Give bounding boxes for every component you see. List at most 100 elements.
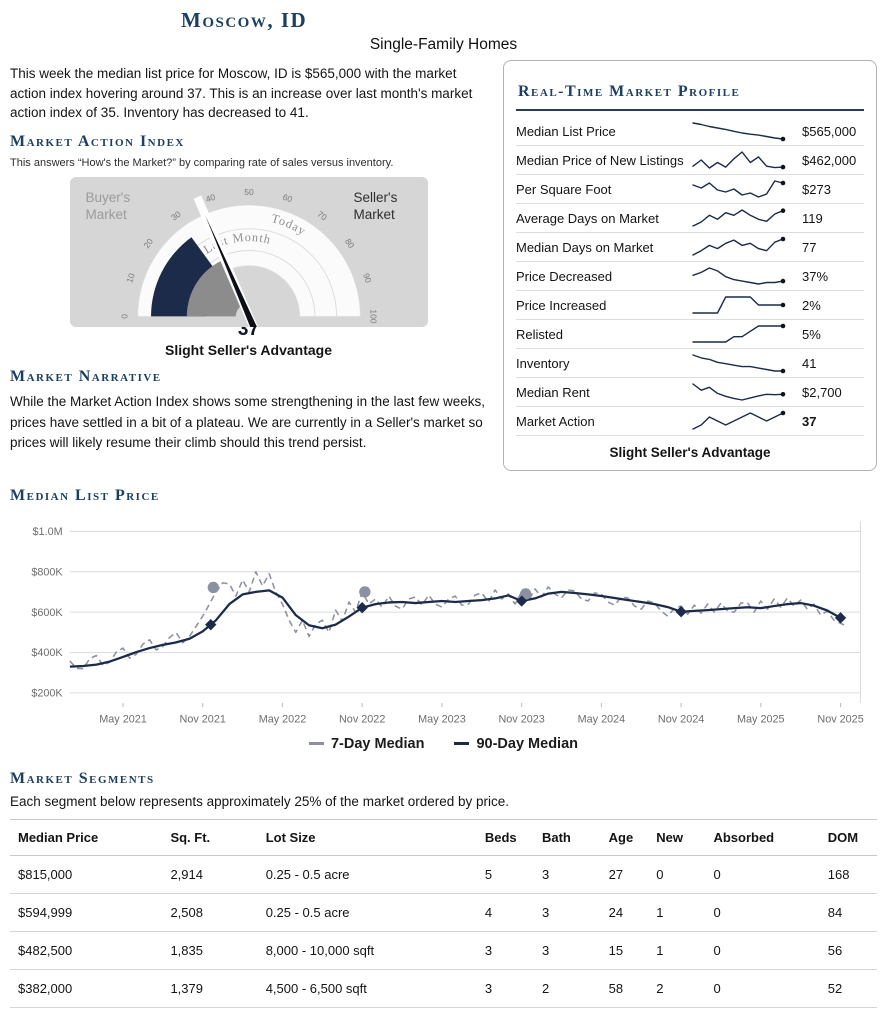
- cell: 0: [705, 931, 820, 970]
- market-action-description: This answers “How's the Market?” by comp…: [10, 156, 394, 169]
- profile-row: Median Price of New Listings $462,000: [516, 146, 864, 175]
- metric-label: Price Decreased: [516, 268, 613, 284]
- cell: 0: [705, 893, 820, 932]
- gauge-needle: [204, 214, 257, 328]
- legend-item: 90-Day Median: [454, 736, 578, 752]
- table-row: $815,000 2,914 0.25 - 0.5 acre 5 3 27 0 0 168: [10, 855, 877, 894]
- metric-value: 2%: [802, 297, 821, 313]
- svg-text:Nov 2022: Nov 2022: [339, 714, 385, 726]
- metric-sparkline: [692, 323, 786, 343]
- profile-rows: Median List Price $565,000 Median Price of…: [516, 117, 864, 436]
- cell: 3: [533, 893, 601, 932]
- cell: 27: [600, 855, 649, 894]
- metric-sparkline: [692, 208, 786, 227]
- gauge-tick-label: 10: [124, 271, 137, 283]
- cell: 1: [648, 931, 706, 970]
- metric-value: 37%: [802, 268, 829, 284]
- cell: 8,000 - 10,000 sqft: [257, 931, 477, 970]
- cell: $594,999: [10, 893, 163, 932]
- sellers-market-label: Seller's Market: [353, 189, 398, 223]
- metric-spark-cell: [690, 323, 790, 345]
- metric-sparkline: [692, 383, 786, 401]
- cell: 56: [819, 931, 877, 970]
- metric-value: $2,700: [802, 384, 842, 400]
- cell: 2,914: [162, 855, 258, 894]
- median-list-price-heading: Median List Price: [10, 487, 160, 504]
- svg-text:May 2025: May 2025: [737, 714, 785, 726]
- cell: 0: [648, 855, 706, 894]
- svg-text:$600K: $600K: [31, 607, 63, 619]
- metric-label: Median List Price: [516, 123, 616, 139]
- market-narrative-text: While the Market Action Index shows some…: [10, 394, 485, 450]
- metric-label: Median Days on Market: [516, 239, 654, 255]
- gauge-caption: Slight Seller's Advantage: [165, 342, 332, 359]
- metric-sparkline: [692, 122, 786, 142]
- cell: $482,500: [10, 931, 163, 970]
- metric-sparkline: [692, 180, 786, 198]
- metric-spark-cell: [690, 352, 790, 374]
- profile-row: Per Square Foot $273: [516, 175, 864, 204]
- market-segments-heading: Market Segments: [10, 769, 155, 787]
- profile-footer: Slight Seller's Advantage: [609, 445, 771, 460]
- cell: 24: [600, 893, 649, 932]
- svg-text:$400K: $400K: [31, 647, 63, 659]
- metric-spark-cell: [690, 149, 790, 171]
- profile-row: Median List Price $565,000: [516, 117, 864, 146]
- profile-row: Relisted 5%: [516, 320, 864, 349]
- cell: 2,508: [162, 893, 258, 932]
- metric-sparkline: [692, 267, 786, 285]
- svg-text:Nov 2024: Nov 2024: [658, 714, 704, 726]
- svg-text:$800K: $800K: [31, 566, 63, 578]
- metric-value: $462,000: [802, 152, 857, 168]
- page-subtitle: Single-Family Homes: [369, 36, 518, 53]
- gauge-tick-label: 90: [361, 272, 374, 284]
- column-header: Sq. Ft.: [162, 818, 258, 856]
- gauge-tick-label: 70: [315, 209, 329, 223]
- gauge-tick-label: 60: [281, 191, 293, 204]
- metric-spark-cell: [690, 265, 790, 287]
- cell: 2: [648, 969, 706, 1008]
- cell: 3: [533, 855, 601, 894]
- column-header: Lot Size: [257, 818, 477, 856]
- market-segments-description: Each segment below represents approximat…: [10, 793, 510, 809]
- metric-label: Median Price of New Listings: [516, 152, 684, 168]
- market-narrative-heading: Market Narrative: [10, 368, 162, 386]
- cell: 1,379: [162, 969, 258, 1008]
- column-header: Age: [600, 818, 649, 856]
- profile-row: Average Days on Market 119: [516, 204, 864, 233]
- column-header: Beds: [476, 818, 534, 856]
- gauge-tick-label: 40: [204, 191, 216, 204]
- gauge-tick-label: 100: [368, 309, 378, 323]
- cell: $382,000: [10, 969, 163, 1008]
- gauge-tick-label: 50: [244, 187, 254, 197]
- metric-spark-cell: [690, 120, 790, 142]
- column-header: Median Price: [10, 818, 163, 856]
- legend-swatch: [454, 742, 470, 746]
- profile-row: Market Action 37: [516, 407, 864, 436]
- cell: 4: [476, 893, 534, 932]
- svg-text:May 2023: May 2023: [418, 714, 466, 726]
- cell: 2: [533, 969, 601, 1008]
- svg-text:Nov 2023: Nov 2023: [498, 714, 544, 726]
- metric-label: Average Days on Market: [516, 210, 659, 226]
- profile-row: Price Decreased 37%: [516, 262, 864, 291]
- chart-legend: 7-Day Median 90-Day Median: [10, 736, 877, 752]
- cell: 1: [648, 893, 706, 932]
- cell: 0: [705, 969, 820, 1008]
- metric-label: Per Square Foot: [516, 181, 612, 197]
- header-row: Median Price Sq. Ft. Lot Size Beds Bath Age Ne…: [10, 818, 877, 856]
- metric-value: 77: [802, 239, 817, 255]
- metric-spark-cell: [690, 410, 790, 432]
- page-title: Moscow, ID: [181, 8, 308, 32]
- svg-text:May 2024: May 2024: [578, 714, 626, 726]
- cell: 58: [600, 969, 649, 1008]
- metric-sparkline: [692, 410, 786, 430]
- median-list-price-chart: $200K $400K $600K $800K $1.0M May 2021 Nov 202…: [31, 521, 864, 726]
- profile-row: Inventory 41: [516, 349, 864, 378]
- cell: $815,000: [10, 855, 163, 894]
- cell: 84: [819, 893, 877, 932]
- cell: 4,500 - 6,500 sqft: [257, 969, 477, 1008]
- market-profile-heading: Real-Time Market Profile: [516, 81, 864, 111]
